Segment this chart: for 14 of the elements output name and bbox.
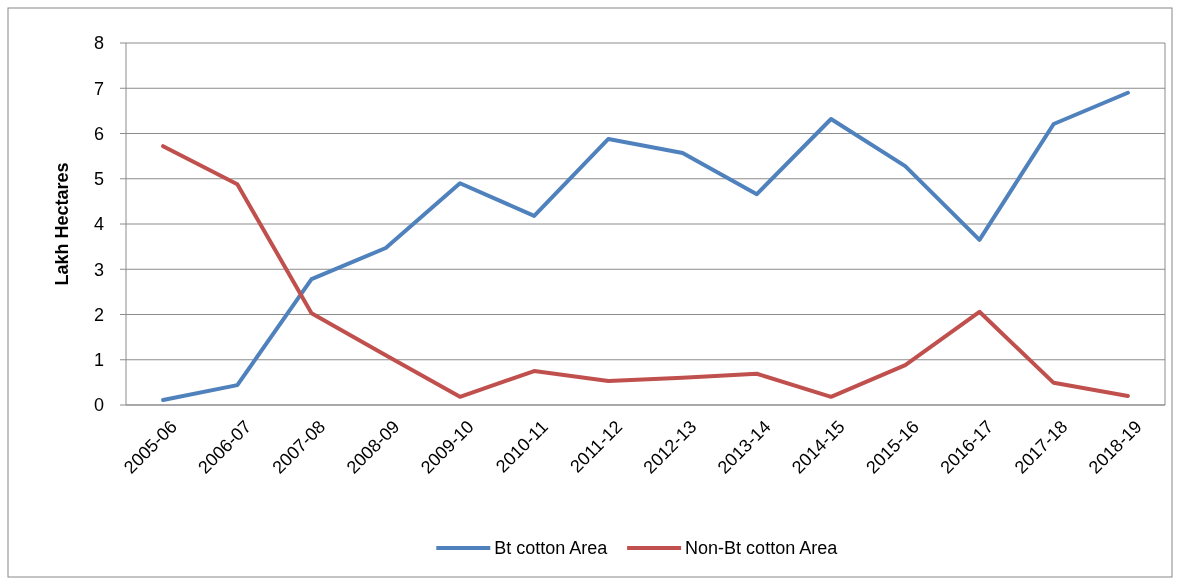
y-axis-title: Lakh Hectares [52,162,72,286]
y-tick-label: 2 [93,304,104,325]
y-tick-label: 1 [93,350,104,371]
y-tick-label: 5 [93,169,104,190]
line-series [161,144,1130,399]
y-tick-label: 3 [93,259,104,280]
y-tick-label: 0 [93,395,104,416]
y-tick-label: 7 [93,78,104,99]
y-tick-label: 8 [93,33,104,54]
y-tick-label: 6 [93,123,104,144]
legend-label: Bt cotton Area [494,538,609,559]
line-series [161,90,1130,403]
y-tick-label: 4 [93,214,104,235]
legend-label: Non-Bt cotton Area [685,538,839,559]
